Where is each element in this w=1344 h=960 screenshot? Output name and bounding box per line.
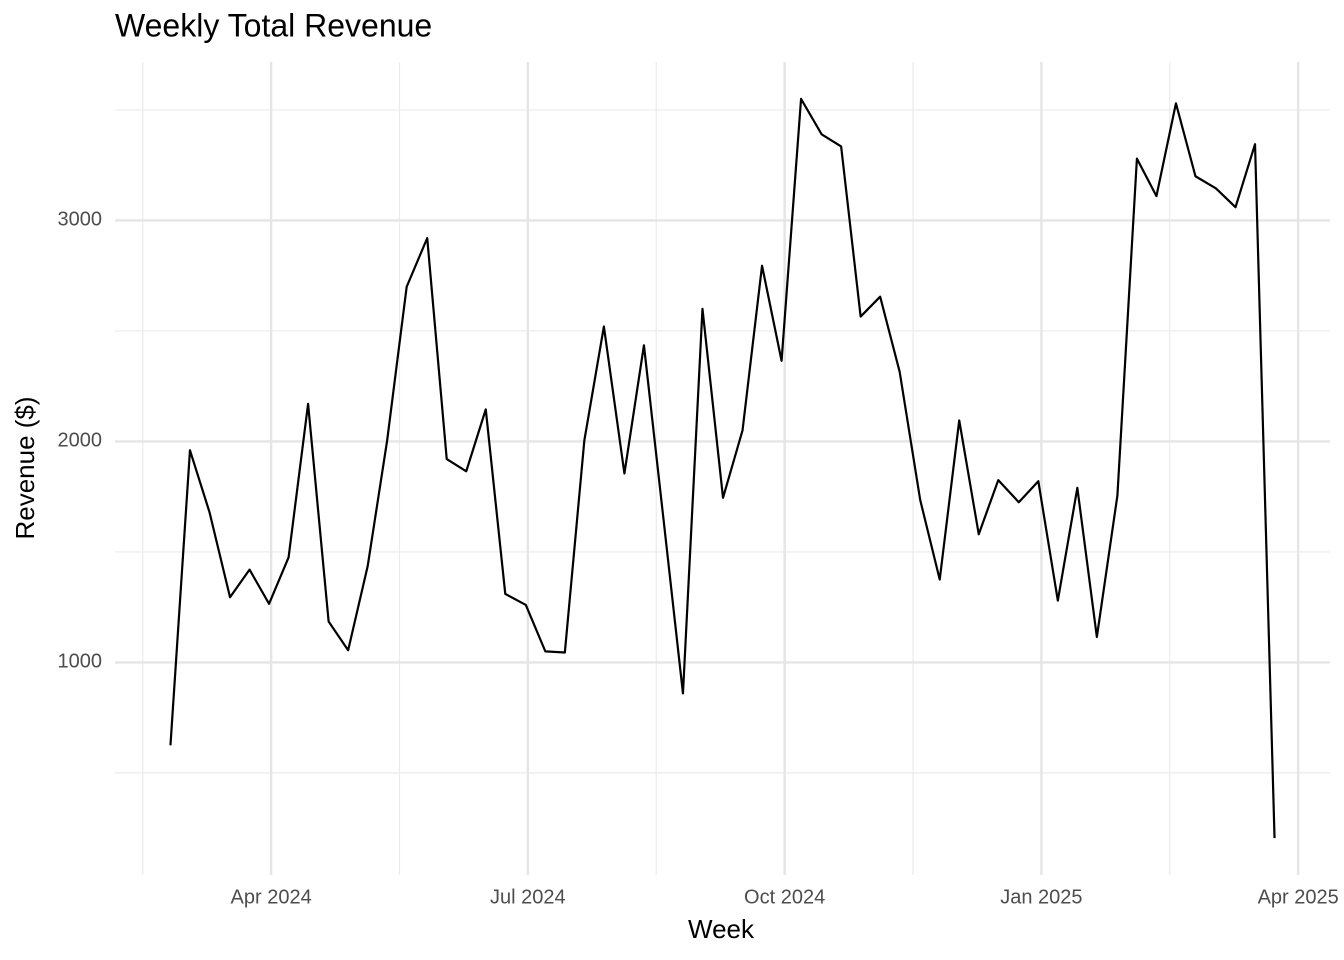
y-axis-title: Revenue ($) xyxy=(10,396,40,539)
line xyxy=(169,97,1276,839)
y-tick-label: 2000 xyxy=(58,430,103,452)
x-tick-label: Apr 2024 xyxy=(231,886,312,908)
x-tick-label: Jul 2024 xyxy=(490,886,566,908)
x-tick-label: Oct 2024 xyxy=(744,886,825,908)
y-tick-label: 1000 xyxy=(58,651,103,673)
chart-title: Weekly Total Revenue xyxy=(115,7,432,43)
y-tick-label: 3000 xyxy=(58,209,103,231)
x-tick-label: Jan 2025 xyxy=(1000,886,1082,908)
x-axis-title: Week xyxy=(688,914,755,944)
x-tick-label: Apr 2025 xyxy=(1258,886,1339,908)
